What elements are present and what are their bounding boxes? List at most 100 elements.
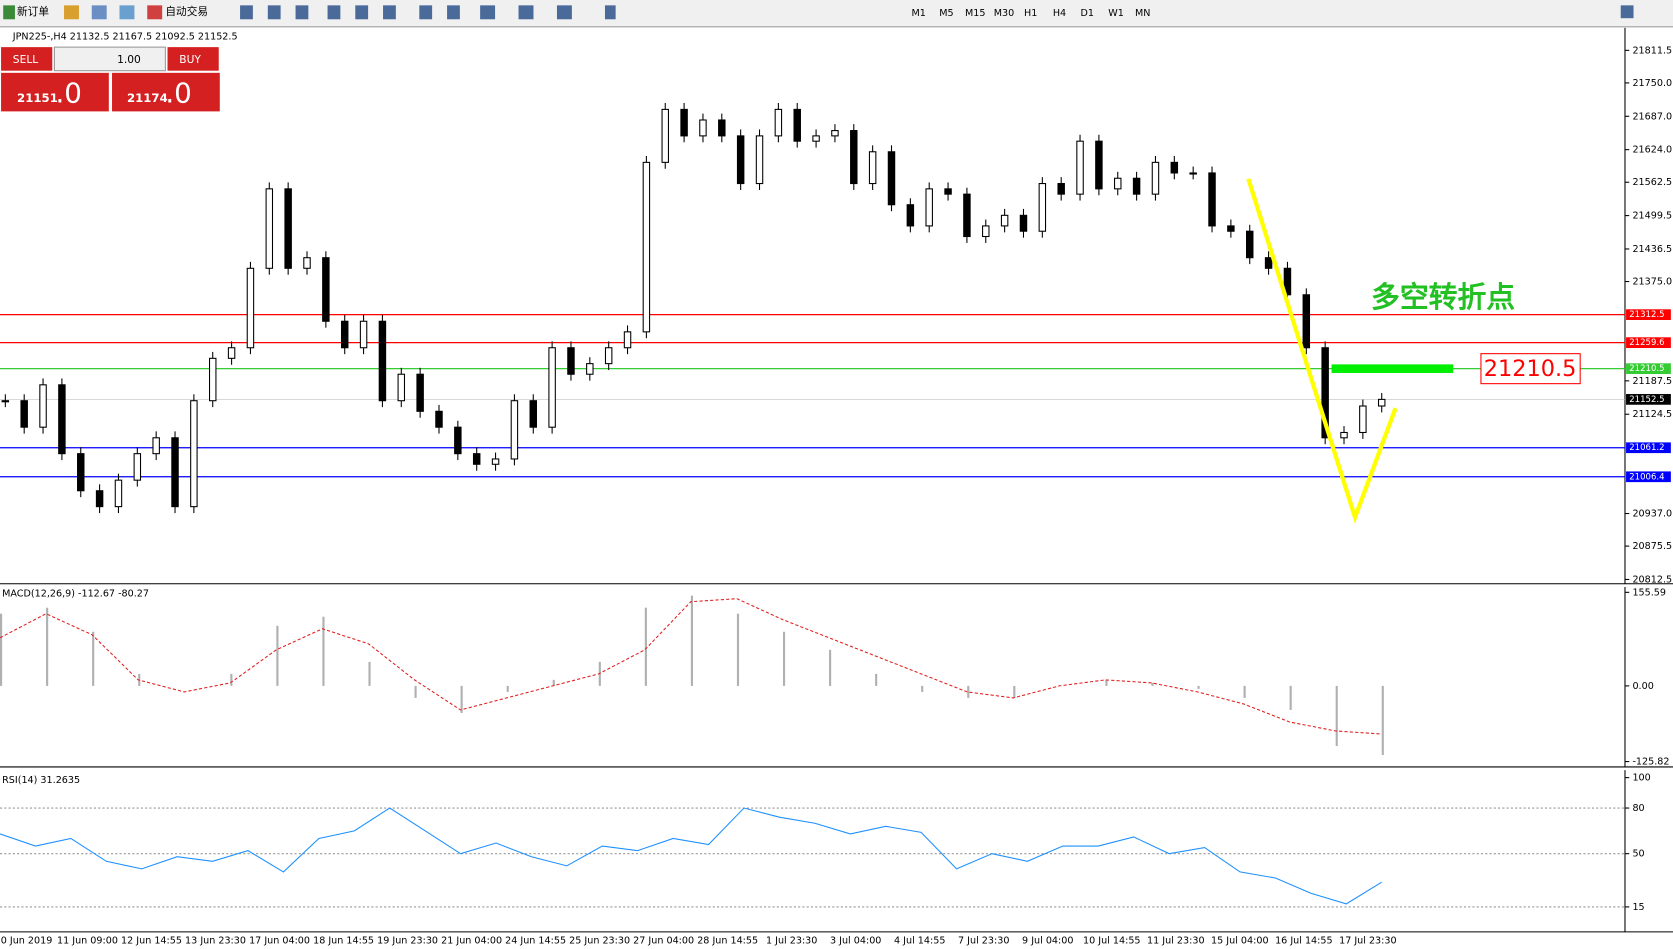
candle	[1208, 172, 1216, 227]
candle	[472, 453, 481, 465]
level-label: 21259.6	[1629, 338, 1664, 348]
level-label-box	[1626, 394, 1671, 405]
macd-bar	[1151, 682, 1154, 686]
search-icon[interactable]	[1620, 5, 1634, 19]
timeframe-button[interactable]: W1	[1108, 8, 1124, 19]
y-tick-label: 21187.5	[1632, 376, 1672, 387]
y-tick-label: 20875.5	[1632, 541, 1672, 552]
macd-bar	[690, 595, 693, 686]
buy-label[interactable]: BUY	[179, 53, 201, 66]
candle	[1246, 230, 1254, 259]
timeframe-button[interactable]: M30	[994, 8, 1014, 19]
toolbar-icon[interactable]	[419, 5, 433, 20]
y-tick-label: 21499.5	[1632, 211, 1672, 222]
y-tick-label: 21811.5	[1632, 45, 1672, 56]
y-tick-label: 0.00	[1632, 681, 1653, 692]
timeframe-button[interactable]: MN	[1135, 8, 1150, 19]
auto-trading-icon[interactable]	[147, 5, 163, 20]
toolbar-icon[interactable]	[64, 5, 79, 20]
candle	[58, 384, 66, 455]
candle	[982, 225, 990, 238]
timeframe-button[interactable]: M5	[939, 8, 953, 19]
x-tick-label: 17 Jun 04:00	[249, 935, 310, 946]
candle	[152, 437, 160, 455]
timeframe-button[interactable]: H1	[1024, 8, 1037, 19]
toolbar-icon[interactable]	[447, 5, 460, 20]
level-label: 21152.5	[1629, 395, 1664, 405]
new-order-icon[interactable]	[3, 5, 15, 20]
x-tick-label: 3 Jul 04:00	[830, 935, 881, 946]
toolbar-icon[interactable]	[604, 5, 616, 20]
candle	[1076, 140, 1084, 195]
candle	[95, 490, 104, 508]
macd-bar	[1335, 685, 1338, 747]
candle	[1283, 267, 1292, 296]
new-order-button[interactable]: 新订单	[17, 5, 49, 18]
candle	[227, 347, 236, 359]
level-callout: 21210.5	[1484, 356, 1577, 382]
toolbar-icon[interactable]	[480, 5, 496, 20]
ask-price[interactable]: 21174	[127, 91, 168, 105]
timeframe-button[interactable]: D1	[1080, 8, 1093, 19]
auto-trading-button[interactable]: 自动交易	[165, 5, 208, 18]
ask-box[interactable]	[112, 72, 220, 112]
candle	[491, 458, 500, 465]
level-label: 21006.4	[1629, 472, 1664, 482]
candle	[1227, 225, 1235, 232]
candle	[1057, 183, 1065, 195]
x-tick-label: 4 Jul 14:55	[894, 935, 945, 946]
toolbar-icon[interactable]	[327, 5, 341, 20]
sell-label[interactable]: SELL	[13, 53, 38, 66]
chart-header: JPN225-,H4 21132.5 21167.5 21092.5 21152…	[12, 31, 238, 42]
toolbar-icon[interactable]	[119, 5, 135, 20]
candle	[1302, 294, 1311, 349]
x-tick-label: 16 Jul 14:55	[1275, 935, 1333, 946]
lots-input[interactable]	[53, 46, 166, 72]
x-tick-label: 12 Jun 14:55	[121, 935, 182, 946]
candle	[831, 130, 839, 137]
toolbar-icon[interactable]	[556, 5, 572, 20]
toolbar-icon[interactable]	[355, 5, 369, 20]
candle	[567, 347, 575, 375]
bid-price[interactable]: 21151	[17, 91, 58, 105]
timeframe-button[interactable]: M1	[911, 8, 925, 19]
candle	[1000, 214, 1009, 227]
candle	[378, 320, 387, 402]
candle	[1359, 405, 1367, 434]
macd-bar	[1243, 685, 1246, 698]
toolbar-icon[interactable]	[383, 5, 396, 20]
buy-button[interactable]	[167, 47, 219, 71]
candle	[340, 320, 349, 349]
toolbar-icon[interactable]	[91, 5, 107, 20]
candle	[20, 400, 28, 428]
candle	[793, 108, 801, 142]
y-tick-label: 21750.0	[1632, 78, 1672, 89]
macd-bar	[92, 631, 95, 686]
candle	[284, 188, 292, 269]
sell-button[interactable]	[1, 47, 53, 71]
lots-value[interactable]: 1.00	[117, 53, 141, 66]
bid-box[interactable]	[1, 72, 109, 112]
macd-bar	[782, 631, 786, 686]
toolbar-icon[interactable]	[295, 5, 309, 20]
x-tick-label: 7 Jul 23:30	[958, 935, 1009, 946]
ask-fraction[interactable]: .0	[165, 76, 191, 109]
toolbar-icon[interactable]	[267, 5, 281, 20]
x-tick-label: 28 Jun 14:55	[697, 935, 758, 946]
x-tick-label: 10 Jul 14:55	[1083, 935, 1141, 946]
x-tick-label: 10 Jun 2019	[0, 935, 52, 946]
toolbar-icon[interactable]	[518, 5, 534, 20]
x-tick-label: 17 Jul 23:30	[1339, 935, 1397, 946]
bid-fraction[interactable]: .0	[55, 76, 81, 109]
timeframe-button[interactable]: M15	[965, 8, 985, 19]
macd-bar	[967, 685, 970, 698]
candle	[39, 384, 47, 428]
macd-bar	[644, 607, 647, 686]
timeframe-button[interactable]: H4	[1053, 8, 1066, 19]
macd-bar	[921, 685, 924, 692]
candle	[1170, 161, 1179, 174]
macd-bar	[230, 673, 233, 686]
toolbar-icon[interactable]	[240, 5, 253, 20]
macd-bar	[0, 613, 3, 686]
